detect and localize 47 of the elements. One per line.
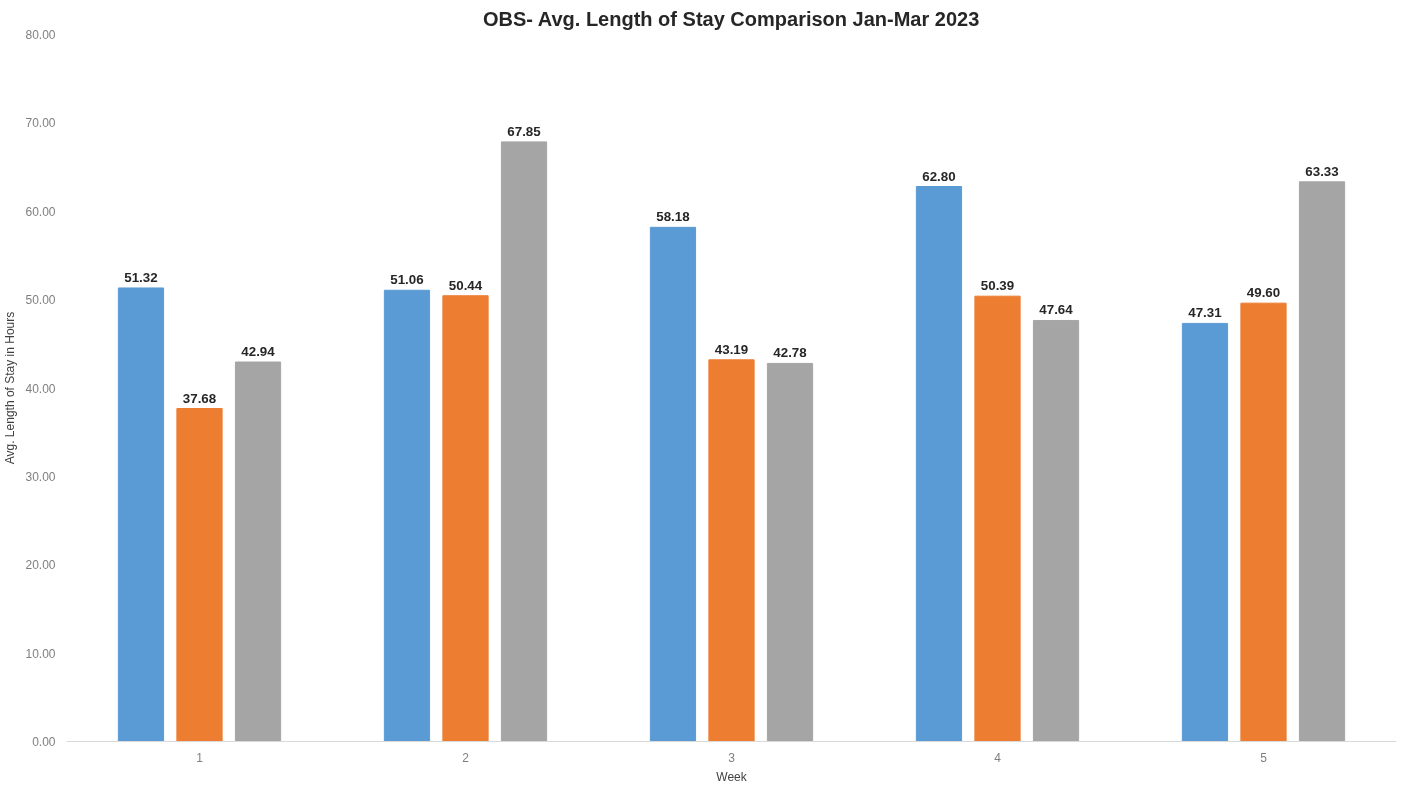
bar [708,359,755,742]
data-label: 51.06 [390,272,424,288]
bar [766,362,814,742]
x-tick-label: 4 [994,750,1002,765]
bar [442,295,489,742]
data-label: 47.64 [1039,302,1074,318]
bar [117,287,165,742]
y-tick-label: 20.00 [25,558,56,573]
x-tick-label: 1 [196,750,204,765]
data-label: 50.44 [448,277,483,293]
x-axis-title: Week [716,769,748,784]
bar [1240,302,1287,742]
y-tick-label: 30.00 [25,469,56,484]
data-label: 62.80 [922,168,956,184]
x-tick-label: 3 [728,750,736,765]
data-label: 58.18 [656,209,690,225]
data-label: 51.32 [124,269,158,285]
data-label: 50.39 [980,278,1015,294]
bar [1298,181,1346,742]
bar [915,186,963,742]
data-label: 37.68 [182,390,217,406]
data-label: 43.19 [714,341,749,357]
data-label: 47.31 [1188,305,1223,321]
bar [500,141,548,742]
data-label: 67.85 [507,123,542,139]
bar [383,289,431,742]
data-label: 42.78 [773,345,807,361]
y-tick-label: 80.00 [25,28,56,42]
y-tick-label: 10.00 [25,646,56,661]
bar [1032,319,1080,742]
bar [176,408,223,742]
y-tick-label: 50.00 [25,293,56,308]
y-axis-title: Avg. Length of Stay in Hours [3,311,18,465]
data-label: 63.33 [1305,163,1339,179]
y-tick-label: 60.00 [25,204,56,219]
x-tick-label: 2 [462,750,470,765]
data-label: 49.60 [1246,285,1281,301]
bar [234,361,282,742]
x-tick-label: 5 [1260,750,1268,765]
bar [974,295,1021,742]
y-tick-label: 40.00 [25,381,56,396]
y-tick-label: 70.00 [25,116,56,131]
bar [649,226,697,742]
data-label: 42.94 [241,344,276,360]
bar [1181,322,1229,742]
chart-title: OBS- Avg. Length of Stay Comparison Jan-Mar 2023 [482,7,980,30]
y-tick-label: 0.00 [32,735,56,749]
